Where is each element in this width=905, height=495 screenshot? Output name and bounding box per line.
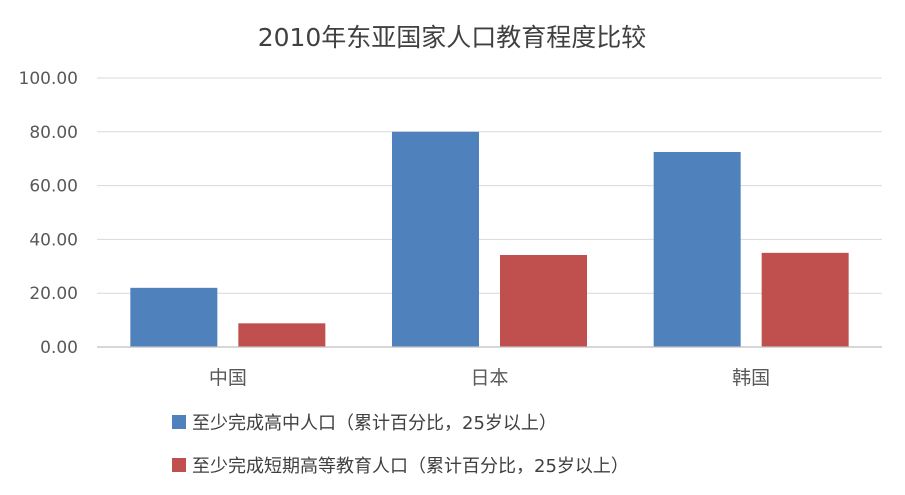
y-tick-label: 40.00 — [29, 230, 78, 250]
legend-label: 至少完成高中人口（累计百分比，25岁以上） — [192, 413, 557, 434]
bar-tertiary-3 — [761, 252, 849, 347]
bar-tertiary-2 — [500, 255, 587, 347]
x-axis-labels: 中国 日本 韩国 — [209, 367, 770, 389]
y-axis-ticks: 0.00 20.00 40.00 60.00 80.00 100.00 — [19, 69, 78, 358]
y-tick-label: 0.00 — [40, 338, 78, 358]
y-tick-label: 80.00 — [29, 123, 78, 143]
bar-high-school-1 — [130, 287, 218, 347]
bar-high-school-2 — [392, 131, 479, 347]
bar-tertiary-1 — [238, 323, 326, 347]
legend: 至少完成高中人口（累计百分比，25岁以上） 至少完成短期高等教育人口（累计百分比，… — [172, 413, 629, 477]
bars — [130, 131, 849, 347]
y-tick-label: 100.00 — [19, 69, 78, 89]
legend-swatch — [172, 415, 186, 429]
x-category-label: 日本 — [470, 367, 508, 389]
x-category-label: 中国 — [209, 367, 247, 389]
chart-title: 2010年东亚国家人口教育程度比较 — [258, 23, 647, 52]
y-tick-label: 60.00 — [29, 177, 78, 197]
legend-label: 至少完成短期高等教育人口（累计百分比，25岁以上） — [192, 456, 629, 477]
gridlines — [97, 77, 882, 294]
bar-high-school-3 — [653, 151, 741, 347]
y-tick-label: 20.00 — [29, 284, 78, 304]
x-category-label: 韩国 — [732, 367, 770, 389]
legend-swatch — [172, 458, 186, 472]
